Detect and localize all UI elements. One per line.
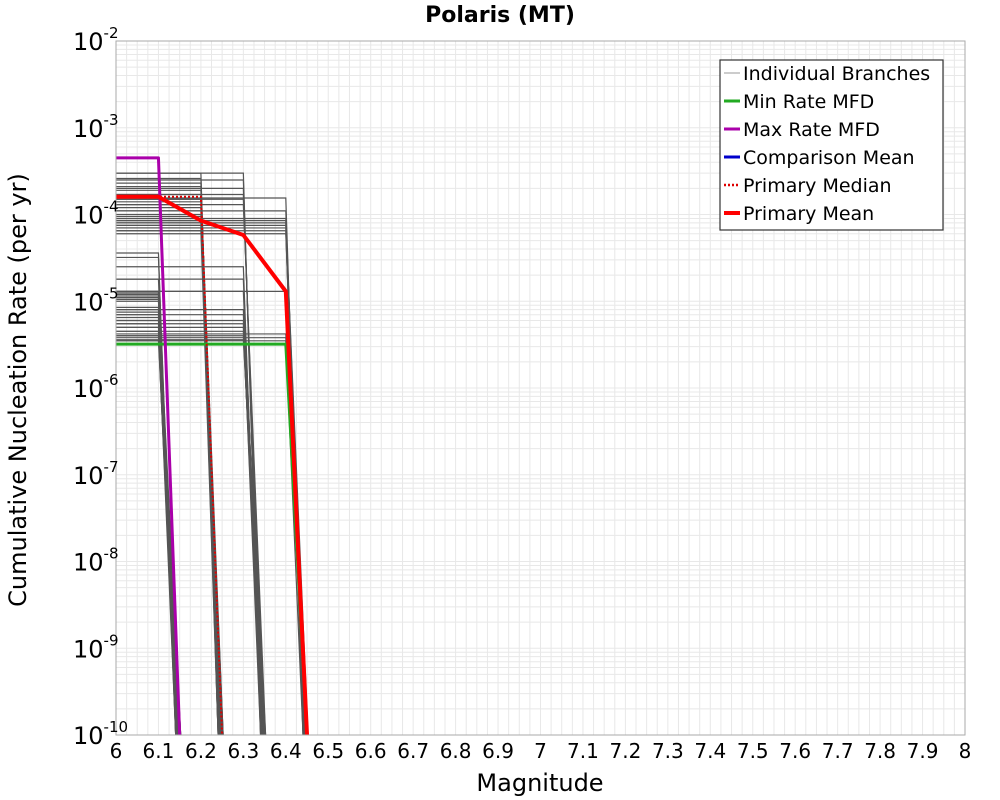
legend-label: Primary Median xyxy=(743,175,892,197)
x-tick-label: 6.1 xyxy=(143,739,175,763)
y-tick-label: 10-5 xyxy=(73,284,119,316)
y-tick-exponent: -3 xyxy=(104,111,119,129)
legend-label: Primary Mean xyxy=(743,203,874,225)
series-primary-mean xyxy=(116,194,310,736)
branch-line xyxy=(116,340,304,736)
branch-line xyxy=(116,326,263,736)
x-tick-label: 7.6 xyxy=(779,739,811,763)
x-tick-label: 7.3 xyxy=(652,739,684,763)
y-tick-label: 10-4 xyxy=(73,198,119,230)
series-max-rate xyxy=(116,156,182,736)
branch-line xyxy=(116,187,264,736)
legend-label: Max Rate MFD xyxy=(743,119,880,141)
x-tick-label: 7.7 xyxy=(822,739,854,763)
x-tick-label: 7.8 xyxy=(864,739,896,763)
branch-line xyxy=(116,278,263,736)
legend-box xyxy=(719,59,944,231)
y-tick-label: 10-7 xyxy=(73,458,119,490)
x-tick-label: 6 xyxy=(110,739,123,763)
branch-line xyxy=(116,204,267,736)
y-tick-exponent: -9 xyxy=(104,631,119,649)
branch-line xyxy=(116,290,264,736)
plot-frame xyxy=(115,40,966,736)
y-tick-exponent: -7 xyxy=(104,458,119,476)
x-tick-label: 7.4 xyxy=(694,739,726,763)
y-tick-exponent: -10 xyxy=(104,718,129,736)
x-tick-label: 6.6 xyxy=(355,739,387,763)
x-tick-label: 6.3 xyxy=(227,739,259,763)
x-tick-label: 6.9 xyxy=(482,739,514,763)
x-tick-label: 6.4 xyxy=(270,739,302,763)
y-tick-label: 10-10 xyxy=(73,718,128,750)
x-tick-label: 7 xyxy=(534,739,547,763)
y-tick-exponent: -2 xyxy=(104,24,119,42)
y-tick-label: 10-2 xyxy=(73,24,119,56)
x-tick-label: 7.5 xyxy=(737,739,769,763)
y-tick-exponent: -5 xyxy=(104,284,119,302)
legend-label: Min Rate MFD xyxy=(743,91,874,113)
y-tick-label: 10-9 xyxy=(73,631,119,663)
x-tick-label: 6.5 xyxy=(312,739,344,763)
y-tick-exponent: -8 xyxy=(104,545,119,563)
y-tick-labels: 10-10 10-9 10-8 10-7 10-6 10-5 10-4 10-3 10-2 xyxy=(73,24,128,750)
y-axis-label: Cumulative Nucleation Rate (per yr) xyxy=(4,173,32,607)
x-tick-label: 7.9 xyxy=(907,739,939,763)
y-tick-exponent: -4 xyxy=(104,198,119,216)
legend-label: Comparison Mean xyxy=(743,147,915,169)
series-layer xyxy=(116,156,310,736)
x-tick-label: 6.8 xyxy=(440,739,472,763)
x-axis-label: Magnitude xyxy=(476,769,603,797)
y-tick-label: 10-3 xyxy=(73,111,119,143)
chart-title: Polaris (MT) xyxy=(425,3,575,28)
x-tick-label: 7.2 xyxy=(609,739,641,763)
legend: Individual Branches Min Rate MFD Max Rate … xyxy=(719,59,944,231)
x-tick-labels: 6 6.1 6.2 6.3 6.4 6.5 6.6 6.7 6.8 6.9 7 7.1 7.2 7.3 7.… xyxy=(110,739,972,763)
x-tick-label: 6.7 xyxy=(397,739,429,763)
x-tick-label: 7.1 xyxy=(567,739,599,763)
branch-line xyxy=(116,339,266,736)
branch-line xyxy=(116,323,262,736)
y-tick-label: 10-8 xyxy=(73,545,119,577)
y-tick-label: 10-6 xyxy=(73,371,119,403)
x-tick-label: 6.2 xyxy=(185,739,217,763)
branch-line xyxy=(116,319,267,736)
legend-label: Individual Branches xyxy=(743,63,930,85)
x-tick-label: 8 xyxy=(959,739,972,763)
y-tick-exponent: -6 xyxy=(104,371,119,389)
